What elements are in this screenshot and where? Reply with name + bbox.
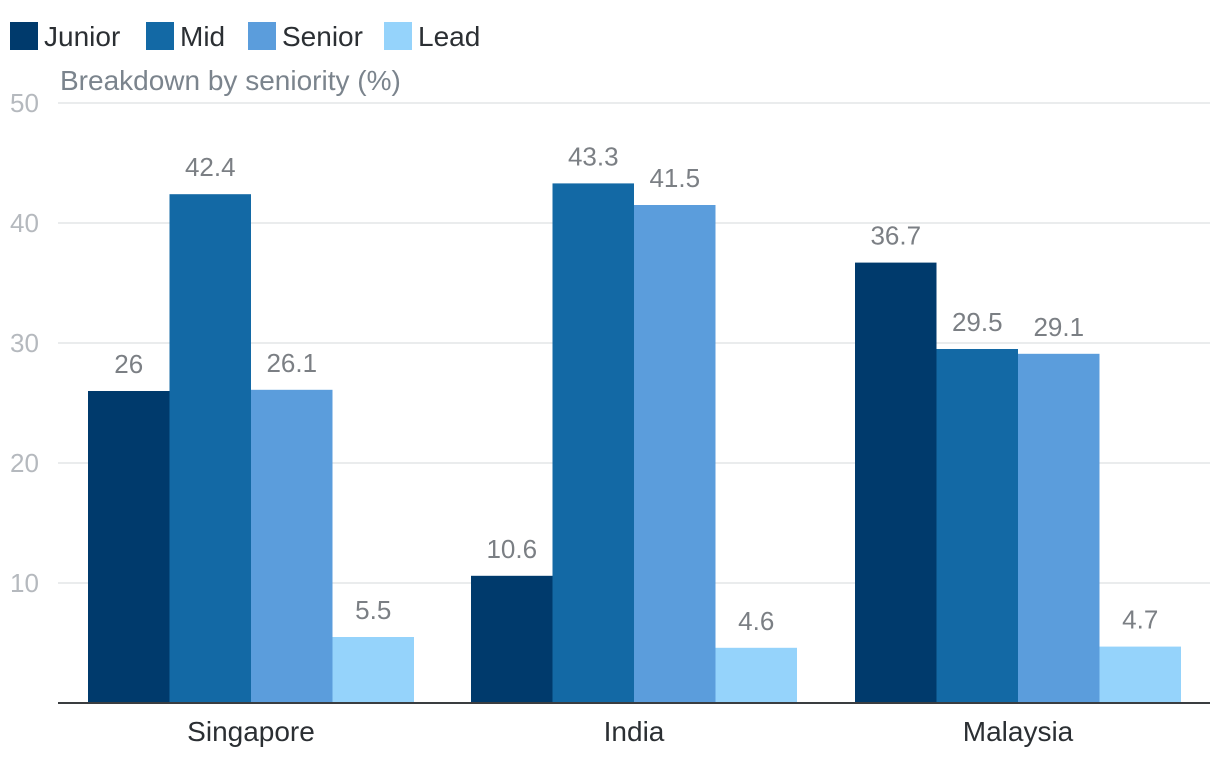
legend-label: Senior [282,21,363,52]
bar-singapore-mid [169,194,251,703]
data-label: 29.5 [952,307,1003,337]
data-label: 42.4 [185,152,236,182]
legend-swatch [384,22,412,50]
bar-malaysia-mid [936,349,1018,703]
y-tick-label: 30 [10,328,39,358]
category-label-india: India [604,716,665,747]
bars [88,183,1181,703]
bar-india-senior [634,205,716,703]
legend-item-junior: Junior [10,21,120,52]
y-tick-label: 10 [10,568,39,598]
bar-singapore-lead [332,637,414,703]
bar-singapore-senior [251,389,333,703]
data-label: 5.5 [355,595,391,625]
data-label: 26.1 [266,348,317,378]
bar-india-mid [552,183,634,703]
bar-malaysia-senior [1018,353,1100,703]
data-labels: 26 42.4 26.1 5.5 10.6 43.3 41.5 4.6 36.7 29.5 29.1… [114,141,1158,635]
y-axis-ticks: 10 20 30 40 50 [10,88,39,598]
data-label: 36.7 [870,221,921,251]
data-label: 43.3 [568,141,619,171]
legend-label: Lead [418,21,480,52]
data-label: 4.7 [1122,605,1158,635]
bar-singapore-junior [88,391,170,703]
y-tick-label: 20 [10,448,39,478]
bar-india-junior [471,575,553,703]
data-label: 29.1 [1033,312,1084,342]
y-tick-label: 50 [10,88,39,118]
legend-item-lead: Lead [384,21,480,52]
legend-swatch [146,22,174,50]
chart-subtitle: Breakdown by seniority (%) [60,65,401,96]
bar-malaysia-lead [1099,646,1181,703]
legend-label: Mid [180,21,225,52]
bar-malaysia-junior [855,262,937,703]
legend-swatch [10,22,38,50]
data-label: 26 [114,349,143,379]
data-label: 41.5 [649,163,700,193]
legend-swatch [248,22,276,50]
category-label-malaysia: Malaysia [963,716,1074,747]
data-label: 10.6 [486,534,537,564]
legend-label: Junior [44,21,120,52]
bar-india-lead [715,647,797,703]
category-label-singapore: Singapore [187,716,315,747]
legend-item-mid: Mid [146,21,225,52]
legend-item-senior: Senior [248,21,363,52]
legend: Junior Mid Senior Lead [10,21,480,52]
y-tick-label: 40 [10,208,39,238]
data-label: 4.6 [738,606,774,636]
x-axis-categories: Singapore India Malaysia [187,716,1073,747]
